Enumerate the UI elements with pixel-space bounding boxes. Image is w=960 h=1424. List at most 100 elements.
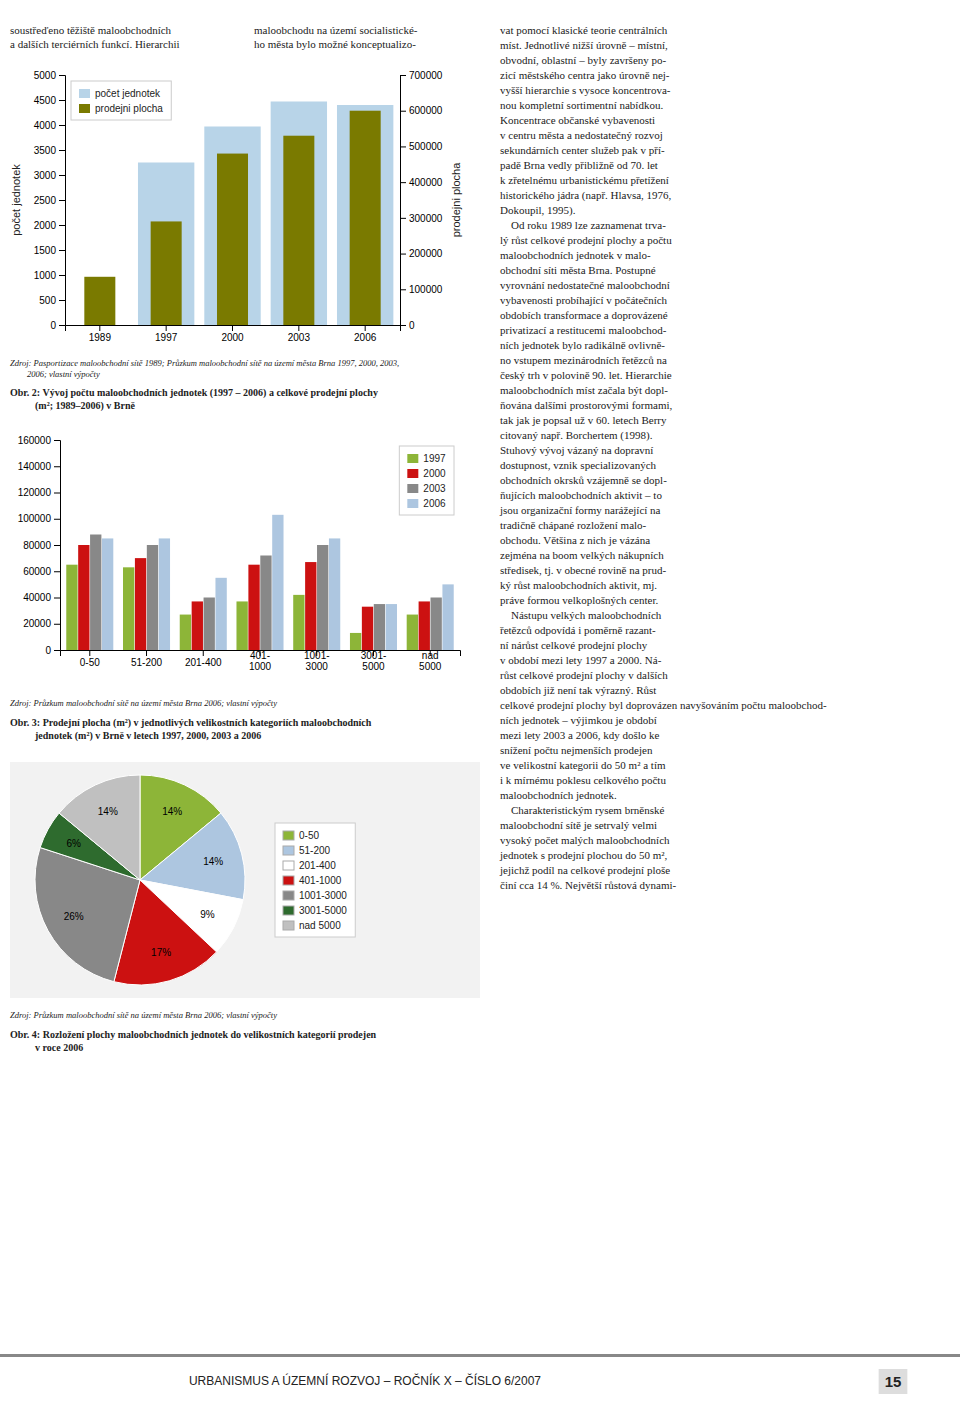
bar — [305, 562, 316, 650]
tick-label: 400000 — [409, 177, 443, 188]
legend-label: 1997 — [423, 453, 446, 464]
body-text-line: obchodu. Většina z nich je vázána — [500, 534, 650, 546]
x-axis: 0-5051-200201-400401-10001001-30003001-5… — [61, 650, 461, 672]
legend-item: 3001-5000 — [283, 905, 347, 916]
body-text-line: maloobchodních jednotek v malo- — [500, 249, 651, 261]
body-text-line: míst. Jednotlivé nižší úrovně – místní, — [500, 39, 668, 51]
caption: Zdroj: Průzkum maloobchodní sítě na územ… — [10, 698, 277, 708]
data-label: 9% — [200, 909, 215, 920]
bar — [350, 633, 361, 650]
body-text-line: tak jak je popsal už v 60. letech Berry — [500, 414, 667, 426]
tick-mark — [59, 275, 65, 276]
footer-text: URBANISMUS A ÚZEMNÍ ROZVOJ – ROČNÍK X – … — [189, 1373, 541, 1388]
legend-label: 1001-3000 — [299, 890, 347, 901]
legend-swatch — [407, 454, 418, 463]
bar — [293, 595, 304, 650]
tick: 100000 — [18, 513, 60, 524]
caption-line: 2006; vlastní výpočty — [10, 369, 100, 379]
y-axis: 0500100015002000250030003500400045005000 — [34, 70, 66, 331]
legend-box — [399, 446, 454, 515]
caption-line: Zdroj: Průzkum maloobchodní sítě na územ… — [10, 1010, 277, 1020]
tick: 2000 — [34, 220, 65, 231]
tick-mark — [59, 225, 65, 226]
tick-label: 100000 — [18, 513, 52, 524]
body-text-line: středisek, tj. v obecné rovině na prud- — [500, 564, 667, 576]
tick: 201-400 — [185, 650, 222, 668]
tick-mark — [54, 624, 60, 625]
tick-label: 0 — [50, 320, 56, 331]
body-text-line: práve formou velkoplošných center. — [500, 594, 658, 606]
tick: 140000 — [18, 461, 60, 472]
tick-mark — [400, 254, 406, 255]
tick-mark — [89, 650, 90, 656]
body-text-line: obchodních okrsků vzájemně se dopl- — [500, 474, 667, 486]
plot-area — [66, 515, 453, 650]
header-text: soustřeďeno těžiště maloobchodnícha dalš… — [10, 24, 180, 50]
legend-item: 2003 — [407, 483, 446, 494]
y2-axis: 0100000200000300000400000500000600000700… — [400, 70, 443, 331]
bar — [317, 545, 328, 650]
tick-label: 2003 — [288, 332, 311, 343]
tick: 0 — [400, 320, 415, 331]
body-text-line: historického jádra (např. Hlavsa, 1976, — [500, 189, 672, 202]
legend-label: 3001-5000 — [299, 905, 347, 916]
bar — [66, 565, 77, 650]
legend-item: 1001-3000 — [283, 890, 347, 901]
tick-mark — [203, 650, 204, 656]
tick-label: 600000 — [409, 105, 443, 116]
legend-item: 2006 — [407, 498, 446, 509]
legend-swatch — [283, 921, 294, 930]
tick: 40000 — [23, 592, 60, 603]
legend-box — [71, 81, 171, 120]
data-label: 14% — [98, 806, 118, 817]
body-text-line: Nástupu velkých maloobchodních — [500, 609, 662, 621]
body-text-line: ních jednotek bylo radikálně ovlivně- — [500, 339, 665, 351]
tick-mark — [54, 440, 60, 441]
tick: 3000 — [34, 170, 65, 181]
caption: Zdroj: Průzkum maloobchodní sítě na územ… — [10, 1010, 277, 1020]
body-text-line: zicí městského centra jako úrovně nej- — [500, 69, 670, 81]
tick-label: 4500 — [34, 95, 57, 106]
body-text-line: celkové prodejní plochy byl doprovázen n… — [500, 699, 827, 711]
tick-label: 20000 — [23, 618, 51, 629]
tick: 51-200 — [131, 650, 163, 668]
body-text-line: dostupnost, vznik specializovaných — [500, 459, 657, 471]
tick: 400000 — [400, 177, 443, 188]
tick-mark — [146, 650, 147, 656]
body-text-line: vysoký počet malých maloobchodních — [500, 834, 670, 846]
body-text-line: maloobchodní sítě je setrvalý velmi — [500, 819, 657, 831]
caption-line: Zdroj: Průzkum maloobchodní sítě na územ… — [10, 698, 277, 708]
caption-line: Zdroj: Pasportizace maloobchodní sítě 19… — [10, 358, 399, 368]
tick: 80000 — [23, 540, 60, 551]
panel-background — [10, 762, 480, 998]
bar — [135, 558, 146, 650]
body-text-line: v období mezi lety 1997 a 2000. Ná- — [500, 654, 662, 666]
tick-label-line: 5000 — [362, 661, 385, 672]
legend-label: 2000 — [423, 468, 446, 479]
chart-body: 0-5051-200201-400401-10001001-30003001-5… — [18, 435, 461, 672]
body-text-line: Charakteristickým rysem brněnské — [500, 804, 664, 816]
tick: 1500 — [34, 245, 65, 256]
tick-label: 0-50 — [80, 657, 100, 668]
chart-body: 1989199720002003200605001000150020002500… — [10, 70, 462, 343]
tick-label: 3500 — [34, 145, 57, 156]
tick: 600000 — [400, 105, 443, 116]
tick-label: 5000 — [34, 70, 57, 81]
tick: 100000 — [400, 284, 443, 295]
page-number-text: 15 — [885, 1373, 902, 1390]
tick: 4500 — [34, 95, 65, 106]
legend-swatch — [283, 861, 294, 870]
body-text-line: nou kompletní sortimentní nabídkou. — [500, 99, 663, 111]
tick: 120000 — [18, 487, 60, 498]
bar — [147, 545, 158, 650]
bar — [138, 163, 194, 326]
body-text-line: sekundárních center služeb pak v pří- — [500, 144, 665, 156]
tick-label: 201-400 — [185, 657, 222, 668]
legend-item: prodejni plocha — [79, 103, 163, 114]
legend-swatch — [283, 846, 294, 855]
chart-title-line: Obr. 2: Vývoj počtu maloobchodních jedno… — [10, 387, 378, 399]
bar — [407, 615, 418, 650]
bar — [151, 221, 182, 325]
legend-item: 201-400 — [283, 860, 336, 871]
tick-mark — [166, 325, 167, 331]
